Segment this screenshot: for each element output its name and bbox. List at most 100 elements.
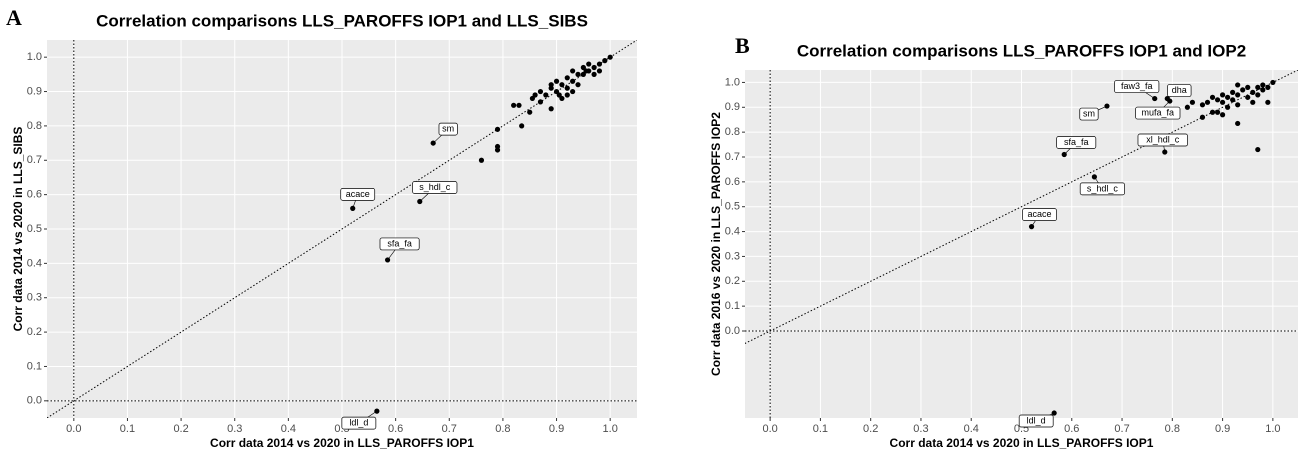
point-label: sm bbox=[442, 123, 454, 133]
y-tick-label: 0.7 bbox=[27, 154, 42, 166]
point bbox=[570, 68, 576, 74]
identity-line bbox=[745, 70, 1298, 344]
x-tick-label: 0.9 bbox=[549, 423, 564, 435]
label-box bbox=[1079, 182, 1125, 196]
y-tick-label: 0.1 bbox=[725, 300, 740, 312]
point-label: sfa_fa bbox=[1064, 137, 1089, 147]
point bbox=[1245, 84, 1251, 90]
label-box bbox=[340, 188, 376, 201]
point bbox=[1240, 87, 1246, 93]
point bbox=[1209, 94, 1216, 100]
chart-title: Correlation comparisons LLS_PAROFFS IOP1… bbox=[96, 11, 588, 30]
point-label: ldl_d bbox=[349, 418, 368, 428]
x-tick-label: 0.7 bbox=[442, 423, 457, 435]
point bbox=[1255, 92, 1261, 98]
x-tick-label: 0.4 bbox=[964, 423, 979, 435]
y-axis-label: Corr data 2016 vs 2020 in LLS_PAROFFS IO… bbox=[709, 112, 723, 376]
x-tick-label: 0.8 bbox=[1165, 423, 1180, 435]
point bbox=[494, 143, 501, 150]
y-tick-label: 1.0 bbox=[27, 51, 42, 63]
label-box bbox=[1135, 106, 1181, 120]
identity-line bbox=[47, 40, 637, 418]
y-tick-label: 0.4 bbox=[27, 257, 42, 269]
panel-label: B bbox=[735, 33, 750, 58]
x-tick-label: 0.0 bbox=[762, 423, 777, 435]
point bbox=[527, 109, 533, 115]
y-tick-label: 0.6 bbox=[27, 189, 42, 201]
y-tick-label: 0.1 bbox=[27, 360, 42, 372]
point bbox=[516, 102, 522, 108]
point-label: faw3_fa bbox=[1121, 81, 1153, 91]
label-box bbox=[1079, 107, 1099, 121]
x-tick-label: 0.3 bbox=[913, 423, 928, 435]
x-tick-label: 0.0 bbox=[66, 423, 81, 435]
label-box bbox=[412, 181, 458, 194]
point bbox=[1230, 89, 1236, 95]
x-tick-label: 0.8 bbox=[495, 423, 510, 435]
point bbox=[586, 61, 592, 67]
point bbox=[556, 92, 562, 98]
label-box bbox=[1137, 133, 1188, 147]
point-label: acace bbox=[1028, 209, 1052, 219]
x-tick-label: 0.3 bbox=[227, 423, 242, 435]
point bbox=[1219, 99, 1226, 105]
point bbox=[1245, 94, 1251, 100]
x-tick-label: 1.0 bbox=[603, 423, 618, 435]
x-tick-label: 0.1 bbox=[813, 423, 828, 435]
point bbox=[553, 78, 560, 84]
x-tick-label: 0.6 bbox=[388, 423, 403, 435]
point bbox=[1260, 82, 1266, 88]
y-tick-label: 1.0 bbox=[725, 76, 740, 88]
point bbox=[1225, 94, 1231, 100]
point bbox=[1250, 99, 1256, 105]
y-tick-label: 0.2 bbox=[27, 326, 42, 338]
point bbox=[1255, 146, 1261, 153]
point bbox=[548, 106, 554, 112]
point bbox=[1235, 120, 1241, 127]
point bbox=[1250, 89, 1256, 95]
point bbox=[543, 92, 549, 98]
x-tick-label: 0.7 bbox=[1114, 423, 1129, 435]
point bbox=[1214, 97, 1221, 103]
x-tick-label: 0.2 bbox=[173, 423, 188, 435]
x-axis-label: Corr data 2014 vs 2020 in LLS_PAROFFS IO… bbox=[210, 436, 474, 450]
point bbox=[559, 82, 565, 88]
point-label: acace bbox=[346, 189, 370, 199]
label-box bbox=[379, 237, 420, 251]
point bbox=[1235, 92, 1241, 98]
x-tick-label: 0.4 bbox=[281, 423, 296, 435]
label-box bbox=[1114, 80, 1160, 93]
point bbox=[591, 64, 597, 71]
point-label: xl_hdl_c bbox=[1146, 134, 1180, 144]
point-label: s_hdl_c bbox=[419, 182, 451, 192]
point-label: dha bbox=[1172, 85, 1187, 95]
point bbox=[1199, 102, 1206, 108]
y-tick-label: 0.4 bbox=[725, 225, 740, 237]
y-tick-label: 0.9 bbox=[725, 101, 740, 113]
point bbox=[1265, 84, 1271, 90]
point bbox=[564, 75, 570, 81]
point bbox=[1270, 79, 1276, 86]
label-box bbox=[1167, 84, 1192, 97]
x-tick-label: 0.2 bbox=[863, 423, 878, 435]
point bbox=[602, 58, 608, 64]
point bbox=[1219, 92, 1226, 98]
y-tick-label: 0.2 bbox=[725, 275, 740, 287]
point bbox=[548, 85, 554, 91]
point bbox=[537, 88, 544, 95]
y-tick-label: 0.8 bbox=[27, 120, 42, 132]
point bbox=[1260, 87, 1266, 93]
label-box bbox=[341, 416, 377, 430]
point bbox=[1204, 99, 1211, 105]
point bbox=[1255, 84, 1261, 90]
y-tick-label: 0.0 bbox=[27, 395, 42, 407]
point bbox=[1265, 99, 1271, 105]
x-tick-label: 0.1 bbox=[120, 423, 135, 435]
point-label: sm bbox=[1083, 108, 1095, 118]
point bbox=[607, 54, 613, 60]
point bbox=[1209, 109, 1216, 115]
y-tick-label: 0.3 bbox=[27, 292, 42, 304]
point bbox=[591, 71, 597, 77]
panel-label: A bbox=[6, 5, 22, 30]
